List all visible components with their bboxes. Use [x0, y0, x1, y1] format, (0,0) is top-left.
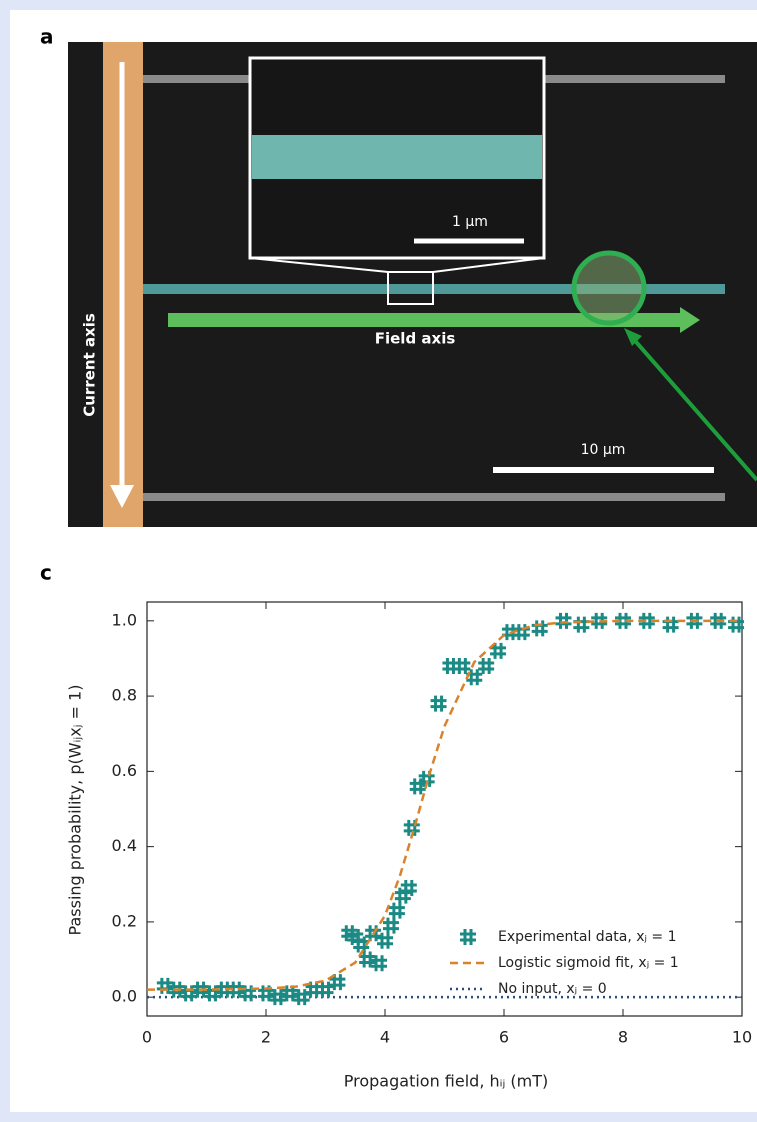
y-axis-label: Passing probability, p(Wᵢⱼxⱼ = 1) — [66, 685, 85, 936]
panel-label: c — [40, 561, 52, 585]
x-tick-label: 10 — [732, 1028, 752, 1047]
page: {"panel_a":{"label":"a","current_axis":"… — [0, 0, 757, 1122]
highlight-circle — [574, 253, 644, 323]
inset-scale-label: 1 µm — [452, 214, 488, 230]
x-tick-label: 6 — [499, 1028, 509, 1047]
y-tick-label: 0.0 — [112, 987, 137, 1006]
current-axis-label: Current axis — [81, 313, 99, 417]
x-tick-label: 2 — [261, 1028, 271, 1047]
y-tick-label: 0.8 — [112, 686, 137, 705]
y-tick-label: 0.2 — [112, 911, 137, 930]
x-tick-label: 0 — [142, 1028, 152, 1047]
legend-label: Experimental data, xⱼ = 1 — [498, 929, 677, 945]
wire — [115, 493, 725, 501]
legend-label: Logistic sigmoid fit, xⱼ = 1 — [498, 955, 679, 971]
x-axis-label: Propagation field, hᵢⱼ (mT) — [344, 1072, 548, 1091]
field-axis-label: Field axis — [375, 330, 456, 348]
inset-wire — [252, 135, 542, 179]
y-tick-label: 0.4 — [112, 836, 137, 855]
y-tick-label: 1.0 — [112, 610, 137, 629]
x-tick-label: 8 — [618, 1028, 628, 1047]
y-tick-label: 0.6 — [112, 761, 137, 780]
panel-label: a — [40, 25, 54, 49]
legend-label: No input, xⱼ = 0 — [498, 981, 607, 997]
x-tick-label: 4 — [380, 1028, 390, 1047]
figure: a Current axis Field axis 1 µm 10 µm c P… — [0, 0, 757, 1122]
scale-label: 10 µm — [581, 442, 626, 458]
